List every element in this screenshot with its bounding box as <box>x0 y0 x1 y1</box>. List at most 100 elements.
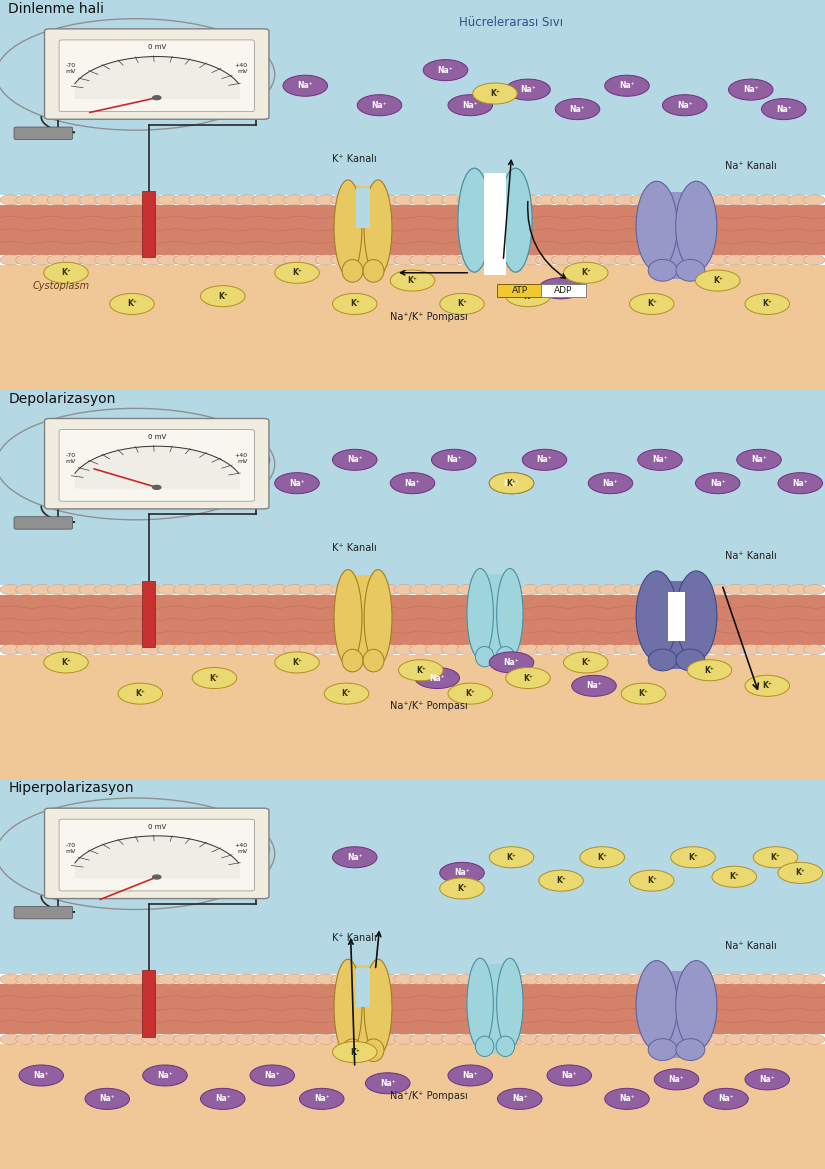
Circle shape <box>473 255 494 265</box>
Circle shape <box>331 644 352 655</box>
Circle shape <box>630 1035 652 1044</box>
Circle shape <box>662 255 683 265</box>
Circle shape <box>173 255 195 265</box>
Circle shape <box>535 255 557 265</box>
FancyBboxPatch shape <box>657 581 696 669</box>
Circle shape <box>158 195 179 205</box>
Circle shape <box>630 644 652 655</box>
Circle shape <box>173 974 195 984</box>
Circle shape <box>252 1035 274 1044</box>
Text: K⁺: K⁺ <box>556 876 566 885</box>
Circle shape <box>142 584 163 595</box>
Circle shape <box>539 278 583 299</box>
Circle shape <box>284 1035 305 1044</box>
Circle shape <box>189 1035 210 1044</box>
Circle shape <box>489 846 534 867</box>
Text: Na⁺: Na⁺ <box>33 1071 50 1080</box>
FancyBboxPatch shape <box>480 963 510 1054</box>
Circle shape <box>16 974 37 984</box>
Circle shape <box>47 974 68 984</box>
Text: K⁺: K⁺ <box>465 689 475 698</box>
Circle shape <box>299 255 321 265</box>
Ellipse shape <box>499 168 532 272</box>
Circle shape <box>63 644 84 655</box>
Circle shape <box>158 255 179 265</box>
Circle shape <box>284 974 305 984</box>
Text: Na⁺: Na⁺ <box>619 1094 635 1104</box>
FancyBboxPatch shape <box>348 575 378 665</box>
Circle shape <box>646 644 667 655</box>
Circle shape <box>78 974 100 984</box>
Circle shape <box>78 644 100 655</box>
Circle shape <box>284 195 305 205</box>
FancyBboxPatch shape <box>657 192 696 279</box>
Text: K⁺: K⁺ <box>457 884 467 893</box>
Circle shape <box>331 255 352 265</box>
Circle shape <box>0 584 21 595</box>
Circle shape <box>489 472 534 493</box>
Text: Na⁺: Na⁺ <box>346 455 363 464</box>
Circle shape <box>440 863 484 884</box>
Circle shape <box>761 98 806 119</box>
Circle shape <box>118 683 163 704</box>
Circle shape <box>677 255 699 265</box>
FancyBboxPatch shape <box>356 188 370 228</box>
Circle shape <box>44 262 88 283</box>
Text: K⁺: K⁺ <box>61 268 71 277</box>
Circle shape <box>378 255 399 265</box>
Text: Cystoplasm: Cystoplasm <box>33 281 90 291</box>
Circle shape <box>693 584 714 595</box>
Circle shape <box>205 584 226 595</box>
Circle shape <box>205 1035 226 1044</box>
Circle shape <box>63 584 84 595</box>
Circle shape <box>95 195 116 205</box>
Circle shape <box>630 255 652 265</box>
FancyBboxPatch shape <box>59 819 254 891</box>
Circle shape <box>158 1035 179 1044</box>
Text: Na⁺: Na⁺ <box>503 478 520 487</box>
Circle shape <box>599 584 620 595</box>
Circle shape <box>506 667 550 689</box>
FancyBboxPatch shape <box>541 284 586 297</box>
Ellipse shape <box>676 961 717 1050</box>
Circle shape <box>646 584 667 595</box>
Circle shape <box>551 255 573 265</box>
Text: ATP: ATP <box>512 286 528 296</box>
Text: Na⁺: Na⁺ <box>314 1094 330 1104</box>
Circle shape <box>362 584 384 595</box>
Circle shape <box>788 255 809 265</box>
Circle shape <box>315 584 337 595</box>
Circle shape <box>299 1088 344 1109</box>
Circle shape <box>662 195 683 205</box>
Circle shape <box>583 195 605 205</box>
Circle shape <box>398 659 443 680</box>
FancyBboxPatch shape <box>0 0 825 195</box>
Circle shape <box>441 584 463 595</box>
Circle shape <box>504 584 526 595</box>
Circle shape <box>378 1035 399 1044</box>
Circle shape <box>268 195 290 205</box>
Circle shape <box>268 584 290 595</box>
Circle shape <box>757 974 778 984</box>
Text: K⁺: K⁺ <box>416 665 426 675</box>
FancyBboxPatch shape <box>0 655 825 780</box>
Circle shape <box>78 195 100 205</box>
Circle shape <box>563 652 608 673</box>
Circle shape <box>741 584 762 595</box>
Circle shape <box>365 1073 410 1094</box>
Circle shape <box>346 644 368 655</box>
Circle shape <box>646 1035 667 1044</box>
Circle shape <box>153 485 161 490</box>
Circle shape <box>488 1035 510 1044</box>
Circle shape <box>275 652 319 673</box>
Circle shape <box>189 255 210 265</box>
Circle shape <box>315 1035 337 1044</box>
Text: K⁺: K⁺ <box>507 852 516 862</box>
Circle shape <box>535 644 557 655</box>
Text: Na⁺: Na⁺ <box>380 1079 396 1088</box>
Text: Na⁺: Na⁺ <box>429 673 446 683</box>
Circle shape <box>615 584 636 595</box>
Circle shape <box>615 195 636 205</box>
Circle shape <box>284 584 305 595</box>
Text: K⁺: K⁺ <box>523 673 533 683</box>
